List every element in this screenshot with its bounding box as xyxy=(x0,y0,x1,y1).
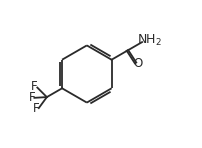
Text: F: F xyxy=(28,91,35,104)
Text: F: F xyxy=(31,80,38,93)
Text: O: O xyxy=(133,57,142,70)
Text: NH$_2$: NH$_2$ xyxy=(137,33,161,48)
Text: F: F xyxy=(33,102,39,115)
